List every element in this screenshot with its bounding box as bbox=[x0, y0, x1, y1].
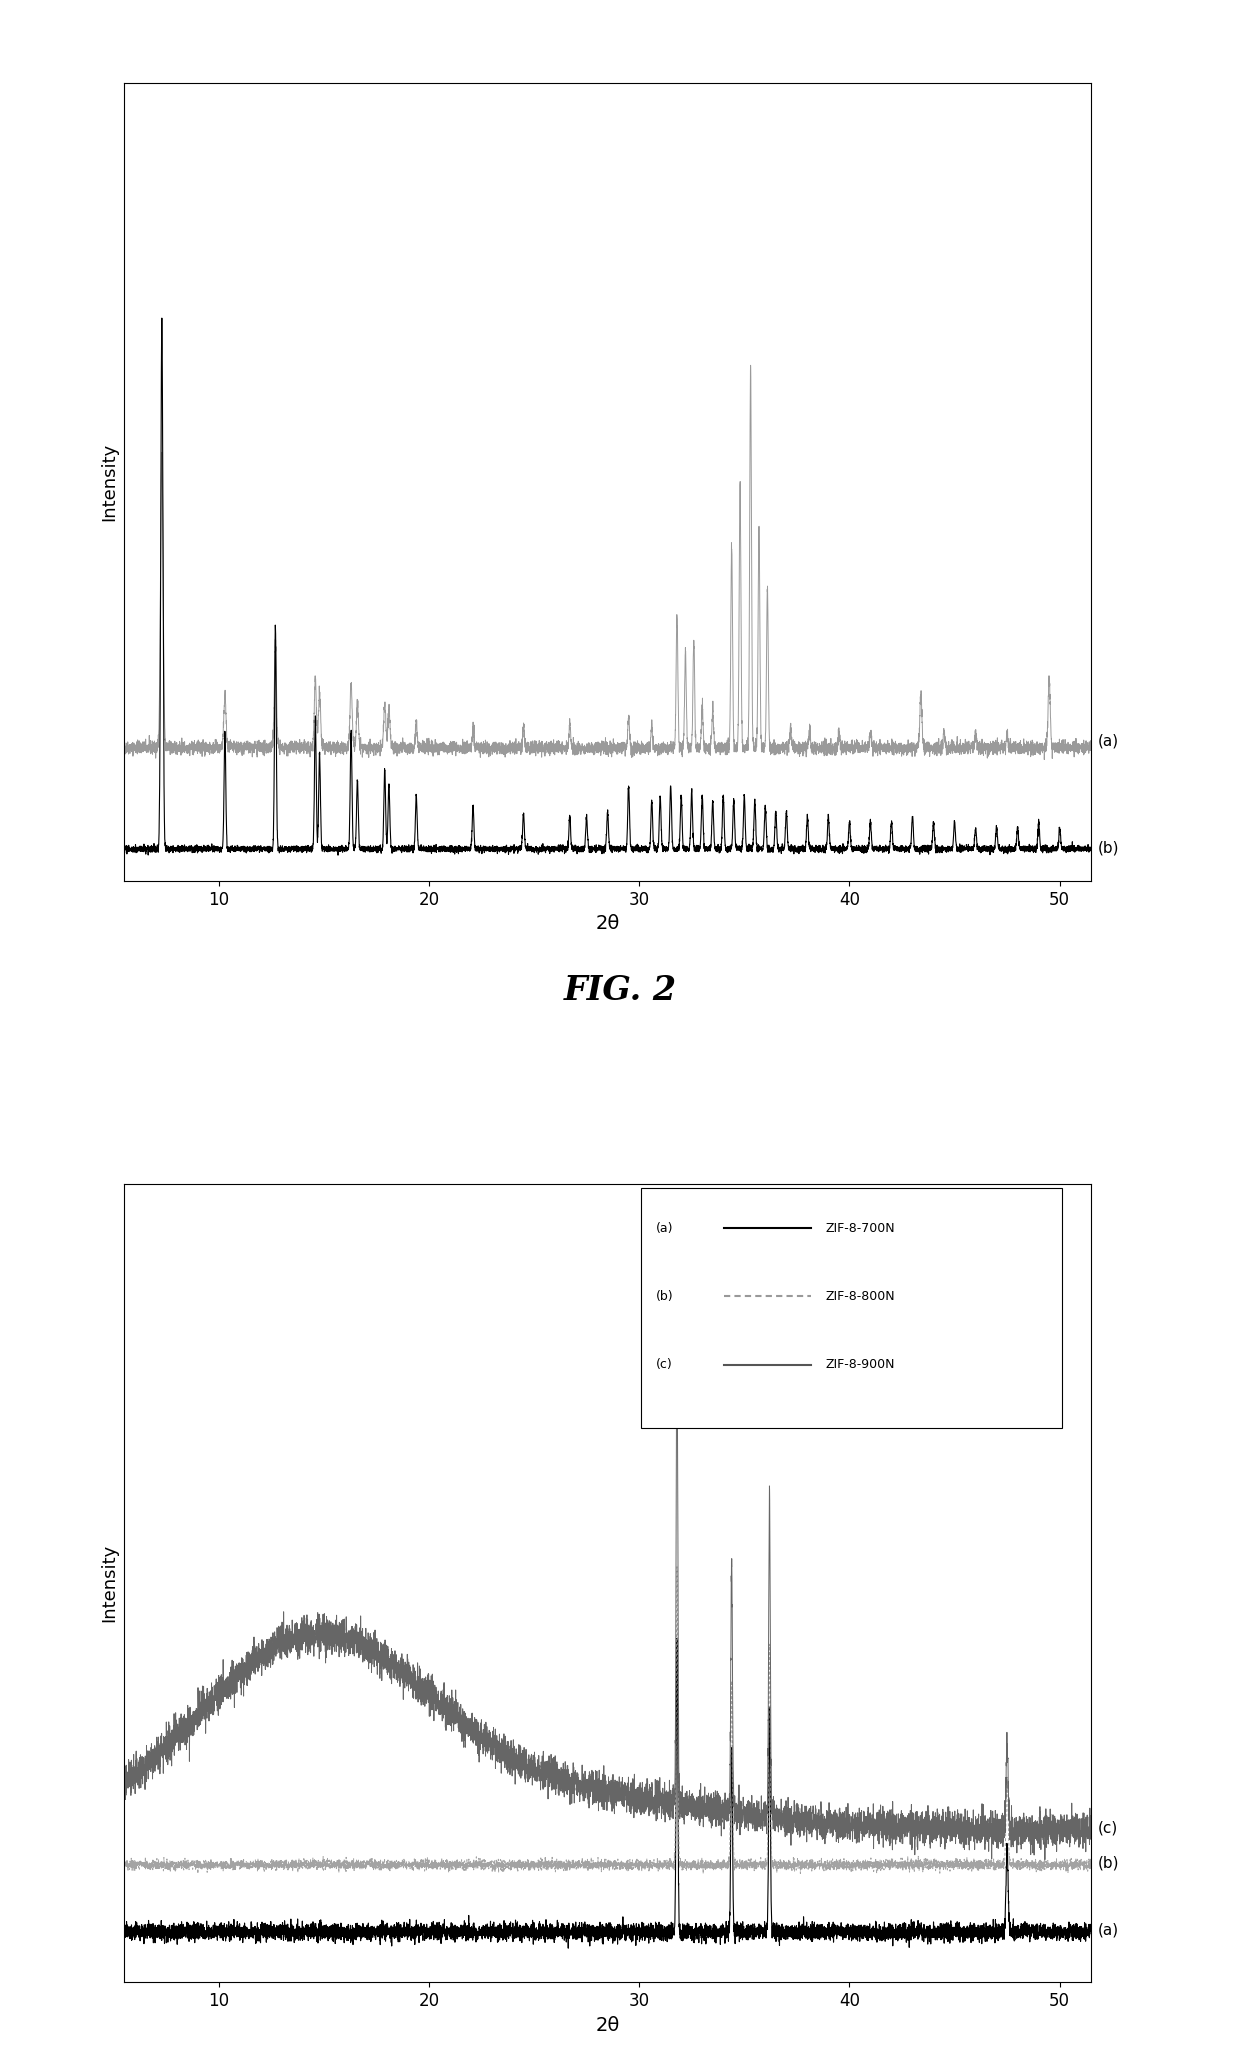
X-axis label: 2θ: 2θ bbox=[595, 2015, 620, 2034]
Text: ZIF-8-700N: ZIF-8-700N bbox=[826, 1222, 895, 1235]
Text: (b): (b) bbox=[1097, 1856, 1118, 1871]
Text: (a): (a) bbox=[1097, 733, 1118, 750]
Y-axis label: Intensity: Intensity bbox=[100, 442, 119, 520]
Text: FIG. 2: FIG. 2 bbox=[563, 975, 677, 1008]
Text: (a): (a) bbox=[656, 1222, 673, 1235]
Text: ZIF-8-900N: ZIF-8-900N bbox=[826, 1359, 895, 1371]
X-axis label: 2θ: 2θ bbox=[595, 915, 620, 933]
Y-axis label: Intensity: Intensity bbox=[100, 1545, 119, 1623]
Text: (b): (b) bbox=[656, 1291, 673, 1303]
Text: (b): (b) bbox=[1097, 840, 1118, 855]
Text: ZIF-8-800N: ZIF-8-800N bbox=[826, 1291, 895, 1303]
Text: (c): (c) bbox=[1097, 1821, 1117, 1836]
Bar bbox=[641, 1187, 1063, 1427]
Text: (a): (a) bbox=[1097, 1923, 1118, 1937]
Text: (c): (c) bbox=[656, 1359, 673, 1371]
